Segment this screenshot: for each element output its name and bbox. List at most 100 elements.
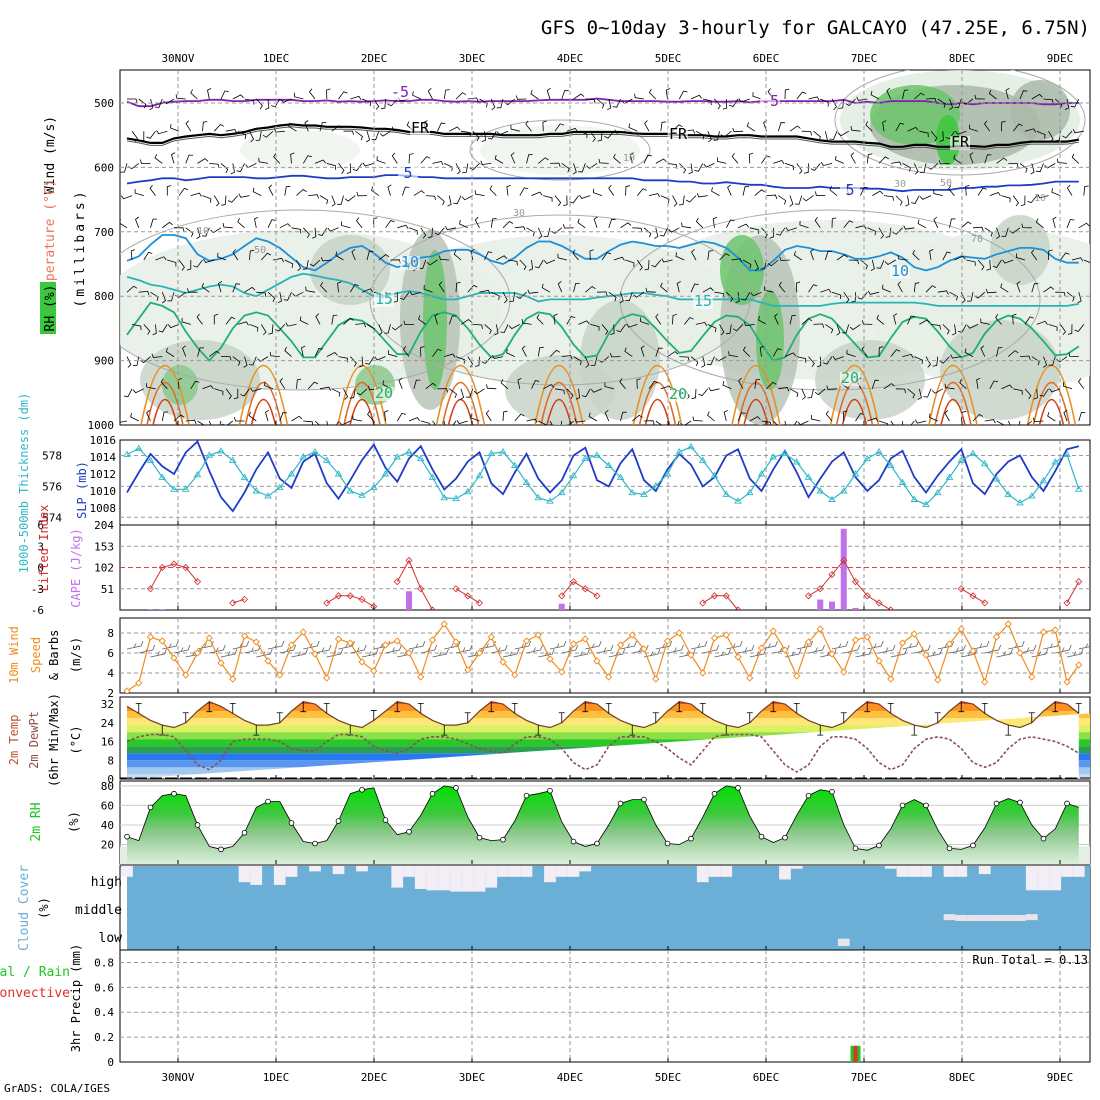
precip-ylabel-convective: Convective (0, 986, 70, 1001)
wind-speed-point (945, 640, 954, 648)
upper-wind-barb (789, 315, 797, 325)
surface-wind-barb (514, 640, 532, 650)
upper-wind-barb (531, 380, 540, 389)
rh-tick: 60 (101, 799, 114, 812)
upper-wind-barb (302, 155, 312, 164)
upper-wind-barb (467, 97, 479, 102)
upper-wind-barb (175, 94, 186, 100)
rh-point (617, 800, 624, 807)
cape-bar (159, 609, 166, 610)
upper-wind-barb (696, 193, 708, 198)
chart-title: GFS 0~10day 3-hourly for GALCAYO (47.25E… (541, 17, 1090, 39)
upper-wind-barb (919, 195, 932, 200)
upper-wind-barb (418, 259, 427, 269)
upper-wind-barb (655, 313, 662, 325)
upper-wind-barb (601, 252, 612, 261)
cloud-clear-segment (1025, 866, 1038, 891)
upper-wind-barb (1066, 291, 1075, 302)
surface-wind-barb (126, 640, 144, 650)
upper-wind-barb (379, 130, 391, 137)
upper-wind-barb (557, 253, 567, 261)
surface-wind-barb (526, 644, 543, 654)
upper-wind-barb (851, 292, 856, 303)
cloud-clear-segment (485, 866, 498, 888)
upper-wind-barb (585, 98, 596, 104)
upper-wind-barb (447, 195, 452, 207)
upper-wind-barb (150, 291, 159, 301)
slp-point (557, 488, 566, 496)
date-label-bottom: 2DEC (361, 1071, 388, 1084)
rh-point (124, 833, 130, 840)
upper-wind-barb (1059, 324, 1067, 336)
upper-wind-barb (519, 259, 527, 271)
upper-wind-barb (738, 98, 750, 103)
upper-wind-barb (938, 160, 950, 165)
slp-point (1051, 458, 1060, 465)
cloud-clear-segment (273, 866, 286, 885)
upper-wind-barb (549, 420, 553, 425)
upper-wind-barb (213, 195, 220, 207)
isotherm-20-line (126, 301, 1080, 362)
upper-wind-barb (712, 216, 718, 228)
isotherm-label-bg (760, 95, 780, 109)
minmax-whisker (605, 703, 612, 714)
upper-wind-barb (219, 420, 222, 425)
upper-wind-barb (728, 351, 739, 357)
upper-wind-barb (167, 324, 180, 329)
wind-speed-point (499, 658, 507, 666)
wind-speed-point (663, 637, 672, 645)
wind-speed-point (699, 669, 707, 677)
upper-wind-barb (930, 130, 938, 142)
upper-wind-barb (161, 411, 169, 422)
upper-wind-barb (907, 388, 915, 399)
upper-wind-barb (1024, 128, 1037, 133)
upper-wind-barb (778, 195, 787, 205)
rh-point (1017, 799, 1023, 806)
rh-point (711, 790, 718, 797)
isotherm-label-bg (693, 295, 713, 309)
upper-wind-barb (335, 251, 344, 261)
lifted-index-point (558, 592, 566, 600)
rh-shading (240, 130, 360, 170)
slp-point (463, 487, 472, 495)
upper-wind-barb (519, 187, 529, 196)
upper-wind-barb (1032, 417, 1044, 423)
upper-wind-barb (810, 248, 815, 261)
upper-wind-barb (878, 156, 889, 164)
upper-wind-barb (797, 420, 809, 425)
upper-wind-barb (937, 290, 949, 295)
upper-wind-barb (776, 227, 786, 236)
isotherm-label: 20 (375, 384, 393, 402)
upper-wind-barb (835, 155, 844, 164)
upper-wind-barb (655, 347, 663, 357)
upper-wind-barb (459, 388, 465, 400)
rh-contour (469, 119, 651, 181)
rh-point (500, 836, 506, 843)
upper-wind-barb (867, 417, 879, 422)
upper-wind-barb (848, 259, 859, 265)
upper-wind-barb (331, 388, 341, 397)
cloud-clear-segment (990, 914, 1003, 921)
upper-wind-barb (808, 356, 815, 368)
upper-wind-barb (589, 249, 594, 261)
upper-wind-barb (542, 120, 547, 132)
upper-wind-barb (123, 388, 133, 398)
cloud-ylabel: Cloud Cover (17, 865, 32, 951)
slp-point (334, 470, 343, 477)
upper-wind-barb (996, 420, 1005, 425)
upper-wind-barb (837, 130, 849, 137)
wind-speed-point (558, 668, 566, 676)
slp-point (346, 487, 355, 494)
upper-wind-barb (883, 195, 894, 201)
upper-wind-barb (799, 220, 809, 229)
upper-wind-barb (452, 420, 457, 425)
upper-wind-barb (445, 226, 457, 231)
lifted-index-point (193, 578, 202, 586)
thickness-tick: 574 (42, 511, 62, 524)
upper-wind-barb (225, 388, 232, 400)
slp-point (663, 470, 672, 477)
upper-wind-barb (249, 324, 259, 332)
upper-wind-barb (218, 281, 223, 293)
lifted-index-line (326, 595, 375, 607)
temperature-band (127, 718, 1090, 726)
